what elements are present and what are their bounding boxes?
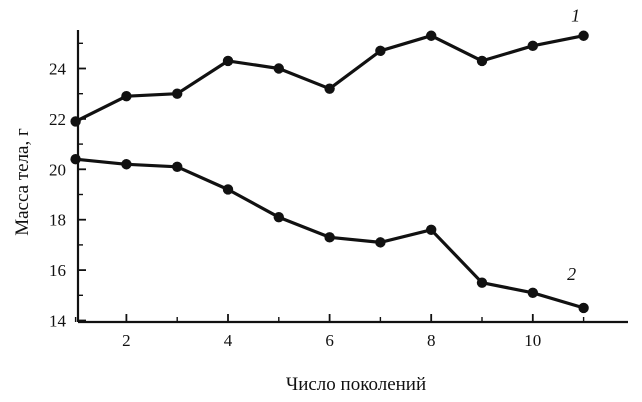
series-line [74,34,584,123]
data-point [121,91,132,102]
data-point [273,63,284,74]
data-point [375,237,386,248]
y-tick-label: 24 [49,60,67,79]
series-layer: 12 [70,6,589,314]
data-point [121,159,132,170]
data-point [172,161,183,172]
data-point [578,302,589,314]
x-tick-label: 6 [325,331,334,350]
data-point [426,224,437,235]
data-point [222,55,234,67]
data-point [324,232,335,243]
data-point [172,88,183,99]
series-label: 2 [567,264,576,284]
data-point [426,30,437,41]
series-1: 1 [70,6,589,127]
data-point [70,116,81,127]
data-point [375,45,386,57]
y-tick-label: 20 [49,160,66,179]
data-point [527,287,538,298]
data-point [222,184,234,195]
data-point [476,55,488,67]
data-point [527,40,538,52]
x-tick-label: 4 [224,331,233,350]
axes [76,30,628,324]
y-axis-title: Масса тела, г [12,128,33,236]
x-axis-title: Число поколений [286,374,426,395]
data-point [476,277,488,288]
y-tick-label: 18 [49,211,66,230]
data-point [324,83,335,94]
y-tick-label: 16 [49,261,66,280]
x-tick-label: 10 [524,331,541,350]
x-tick-label: 2 [122,331,131,350]
data-point [70,154,81,165]
data-point [578,30,589,41]
series-2: 2 [70,154,589,314]
y-tick-label: 14 [49,312,67,331]
y-tick-label: 22 [49,110,66,129]
data-point [273,211,284,223]
series-label: 1 [571,6,580,26]
x-tick-label: 8 [427,331,436,350]
